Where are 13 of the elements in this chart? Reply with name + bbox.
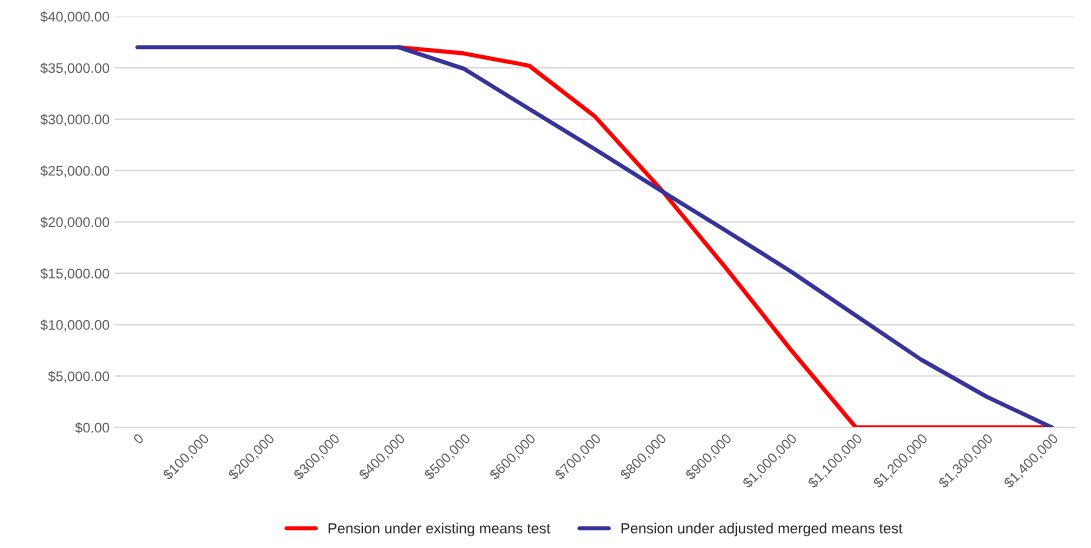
line-series <box>135 45 1054 428</box>
y-tick-label: $0.00 <box>75 422 110 434</box>
y-tick-label: $20,000.00 <box>40 216 110 229</box>
y-tick-label: $15,000.00 <box>40 268 110 281</box>
legend-label: Pension under adjusted merged means test <box>621 522 903 537</box>
y-tick-label: $5,000.00 <box>48 370 110 383</box>
legend-label: Pension under existing means test <box>328 522 551 537</box>
x-tick-label: 0 <box>132 432 145 445</box>
y-tick-label: $40,000.00 <box>40 11 110 24</box>
y-tick-label: $10,000.00 <box>40 319 110 332</box>
y-tick-label: $25,000.00 <box>40 165 110 178</box>
y-tick-label: $30,000.00 <box>40 113 110 126</box>
y-tick-label: $35,000.00 <box>40 62 110 75</box>
